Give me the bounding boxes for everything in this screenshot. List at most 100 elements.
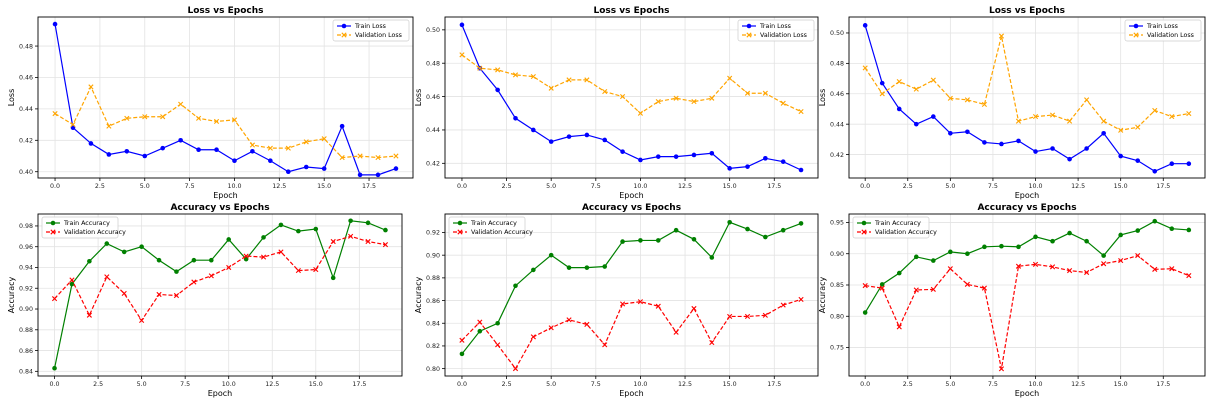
data-point — [268, 158, 273, 164]
data-point — [727, 75, 733, 81]
legend-label: Train Accuracy — [874, 220, 921, 227]
data-point — [104, 274, 110, 280]
series-line — [54, 85, 397, 159]
chart-title: Accuracy vs Epochs — [582, 203, 681, 213]
data-point — [156, 291, 162, 298]
y-tick-label: 0.98 — [19, 223, 33, 230]
data-point — [477, 65, 483, 71]
legend: Train Accuracy Validation Accuracy — [852, 216, 937, 239]
legend-marker — [457, 220, 463, 226]
data-point — [495, 87, 500, 93]
data-point — [249, 142, 256, 148]
legend-marker — [1133, 32, 1139, 38]
data-point — [383, 227, 388, 233]
series-line — [864, 35, 1189, 131]
legend-label: Train Accuracy — [470, 220, 517, 227]
legend-label: Train Loss — [759, 23, 791, 30]
data-point — [365, 238, 371, 245]
data-point — [173, 292, 180, 299]
data-point — [548, 139, 554, 144]
data-point — [931, 258, 936, 263]
data-point — [124, 115, 130, 121]
x-tick-label: 2.5 — [93, 381, 103, 388]
data-point — [619, 93, 626, 100]
series-line — [461, 298, 802, 370]
data-point — [375, 172, 381, 178]
data-point — [744, 313, 751, 320]
y-axis-label: Accuracy — [414, 276, 423, 313]
x-tick-label: 15.0 — [723, 183, 737, 190]
data-point — [780, 159, 786, 164]
data-point — [655, 154, 661, 159]
data-point — [1135, 158, 1141, 163]
x-tick-label: 12.5 — [1071, 183, 1085, 190]
data-point — [142, 114, 148, 120]
data-point — [1118, 232, 1123, 238]
x-tick-label: 5.0 — [945, 381, 955, 388]
data-point — [1066, 118, 1073, 124]
data-point — [530, 73, 536, 80]
data-point — [981, 101, 988, 108]
data-point — [70, 125, 76, 131]
data-point — [727, 166, 732, 171]
data-point — [896, 270, 902, 276]
y-tick-label: 0.82 — [426, 343, 440, 350]
data-point — [584, 265, 590, 270]
legend: Train Loss Validation Loss — [737, 19, 815, 42]
x-tick-label: 12.5 — [265, 381, 279, 388]
y-tick-label: 0.46 — [830, 91, 844, 98]
series-train-loss — [52, 21, 399, 178]
series-line — [461, 24, 802, 171]
data-point — [1049, 112, 1056, 118]
series-val-acc — [51, 233, 389, 324]
series-line — [53, 220, 386, 369]
plot-frame — [37, 16, 414, 179]
data-point — [1169, 226, 1175, 231]
x-tick-label: 10.0 — [227, 183, 241, 190]
data-point — [69, 277, 75, 283]
data-point — [1032, 113, 1039, 120]
data-point — [709, 151, 715, 156]
data-point — [295, 268, 301, 274]
data-point — [896, 79, 902, 85]
y-tick-label: 0.86 — [426, 298, 440, 305]
data-point — [896, 106, 902, 112]
data-point — [1169, 113, 1175, 120]
series-line — [461, 221, 802, 355]
data-point — [87, 258, 92, 264]
series-train-loss — [862, 23, 1192, 174]
y-tick-label: 0.86 — [19, 348, 33, 355]
y-tick-label: 0.92 — [426, 230, 440, 237]
data-point — [495, 67, 501, 73]
data-point — [226, 264, 232, 271]
data-point — [174, 269, 179, 274]
data-point — [763, 156, 768, 161]
data-point — [913, 254, 919, 260]
x-tick-label: 7.5 — [591, 183, 601, 190]
data-point — [620, 239, 625, 244]
grid — [849, 17, 1205, 178]
data-point — [231, 117, 238, 123]
series-train-acc — [52, 218, 388, 371]
data-point — [232, 158, 237, 164]
data-point — [655, 303, 661, 309]
data-point — [896, 324, 902, 330]
x-tick-label: 7.5 — [185, 183, 195, 190]
data-point — [566, 134, 572, 139]
series-train-loss — [459, 22, 804, 173]
data-point — [142, 153, 148, 159]
data-point — [1032, 261, 1039, 267]
data-point — [691, 98, 697, 105]
data-point — [566, 77, 572, 83]
x-tick-label: 5.0 — [546, 381, 556, 388]
data-point — [1152, 218, 1158, 224]
data-point — [512, 72, 519, 78]
legend-label: Train Loss — [1146, 23, 1178, 30]
data-point — [69, 281, 75, 287]
data-point — [999, 141, 1004, 147]
series-val-loss — [52, 84, 399, 161]
data-point — [1084, 269, 1090, 276]
data-point — [566, 265, 572, 270]
data-point — [1186, 273, 1192, 279]
y-tick-label: 0.44 — [426, 127, 440, 134]
